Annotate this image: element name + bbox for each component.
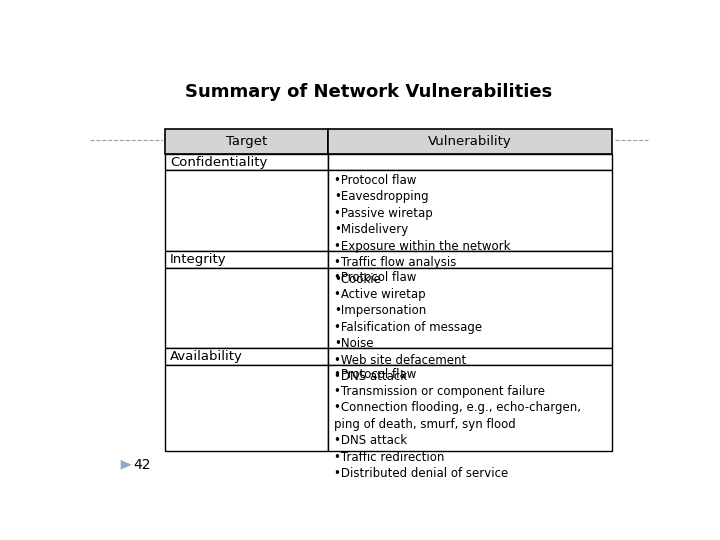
Bar <box>328 251 612 268</box>
Text: 42: 42 <box>134 458 151 472</box>
Text: Integrity: Integrity <box>170 253 226 266</box>
Bar <box>328 129 612 154</box>
Polygon shape <box>121 460 132 470</box>
Bar <box>166 348 328 365</box>
Text: Summary of Network Vulnerabilities: Summary of Network Vulnerabilities <box>185 83 553 101</box>
Bar <box>328 365 612 451</box>
Bar <box>166 129 328 154</box>
Bar <box>166 171 328 251</box>
Text: Availability: Availability <box>170 350 243 363</box>
Bar <box>328 348 612 365</box>
Bar <box>166 268 328 348</box>
Bar <box>328 268 612 348</box>
Text: Vulnerability: Vulnerability <box>428 135 512 148</box>
Text: •Protocol flaw
•Eavesdropping
•Passive wiretap
•Misdelivery
•Exposure within the: •Protocol flaw •Eavesdropping •Passive w… <box>334 174 510 286</box>
Text: Confidentiality: Confidentiality <box>170 156 267 168</box>
Text: Target: Target <box>226 135 267 148</box>
Bar <box>166 365 328 451</box>
Text: •Protocol flaw
•Active wiretap
•Impersonation
•Falsification of message
•Noise
•: •Protocol flaw •Active wiretap •Imperson… <box>334 271 482 383</box>
Bar <box>166 251 328 268</box>
Text: •Protocol flaw
•Transmission or component failure
•Connection flooding, e.g., ec: •Protocol flaw •Transmission or componen… <box>334 368 581 480</box>
Bar <box>328 171 612 251</box>
Bar <box>328 154 612 171</box>
Bar <box>166 154 328 171</box>
